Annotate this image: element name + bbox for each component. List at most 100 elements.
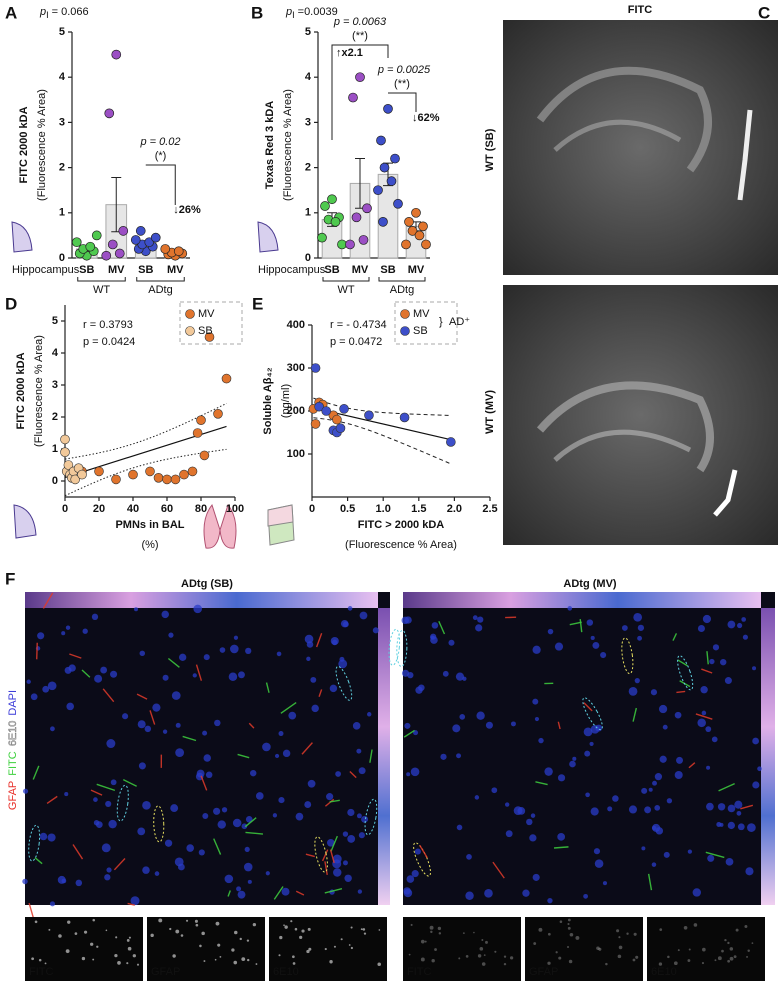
thumbnail-speck xyxy=(547,961,551,965)
dapi-nucleus xyxy=(465,891,474,900)
dapi-nucleus xyxy=(130,896,140,906)
dapi-nucleus xyxy=(91,613,99,621)
data-point xyxy=(70,474,80,485)
y-tick-label: 4 xyxy=(59,71,66,83)
y-tick-label: 2 xyxy=(52,411,58,423)
dapi-nucleus xyxy=(198,849,205,856)
dapi-nucleus xyxy=(513,806,523,816)
thumbnail-speck xyxy=(618,936,621,939)
data-point xyxy=(418,221,428,232)
thumbnail-speck xyxy=(677,949,680,952)
thumbnail-speck xyxy=(735,928,739,932)
thumbnail-speck xyxy=(48,928,51,931)
thumbnail-speck xyxy=(301,929,305,933)
dapi-nucleus xyxy=(342,860,348,866)
dapi-nucleus xyxy=(752,737,759,745)
thumbnail-speck xyxy=(279,935,283,940)
cell-process xyxy=(329,849,335,864)
data-point xyxy=(204,332,215,342)
thumbnail-speck xyxy=(38,958,42,962)
legend-label: MV xyxy=(198,308,215,320)
data-point xyxy=(407,226,418,236)
dapi-nucleus xyxy=(186,844,195,852)
dapi-nucleus xyxy=(278,796,285,804)
group-label: WT xyxy=(93,284,110,296)
data-point xyxy=(358,235,369,245)
dapi-nucleus xyxy=(666,798,673,804)
thumbnail-speck xyxy=(724,938,727,942)
sig-bracket xyxy=(331,44,389,140)
dapi-nucleus xyxy=(192,673,197,678)
vessel-outline xyxy=(28,824,41,862)
dapi-nucleus xyxy=(288,711,297,720)
thumbnail-speck xyxy=(683,925,688,930)
thumbnail-speck xyxy=(284,925,288,929)
cell-process xyxy=(695,713,713,720)
dapi-nucleus xyxy=(170,804,179,813)
dapi-nucleus xyxy=(712,644,720,651)
thumbnail-speck xyxy=(180,934,184,937)
data-point xyxy=(60,447,70,458)
thumbnail-speck xyxy=(618,945,623,950)
dapi-nucleus xyxy=(238,671,245,679)
dapi-nucleus xyxy=(411,870,419,878)
dapi-nucleus xyxy=(326,793,334,801)
y-tick-label: 200 xyxy=(287,405,305,417)
vessel-outline xyxy=(677,655,694,691)
thumbnail-speck xyxy=(231,948,235,952)
thumbnail-speck xyxy=(201,931,205,936)
sig-bracket xyxy=(388,92,417,112)
dapi-nucleus xyxy=(403,888,413,898)
dapi-nucleus xyxy=(700,686,708,694)
thumbnail-speck xyxy=(567,922,570,926)
data-point xyxy=(414,230,425,241)
panel-letter: E xyxy=(252,294,263,313)
cell-process xyxy=(688,762,696,769)
thumbnail-speck xyxy=(503,962,507,966)
legend-marker xyxy=(400,309,410,319)
thumbnail-speck xyxy=(83,930,88,934)
thumbnail-speck xyxy=(278,954,281,957)
stat-subscript: I xyxy=(46,10,49,20)
thumbnail-speck xyxy=(658,962,663,966)
x-axis-label: PMNs in BAL xyxy=(115,519,184,531)
dapi-nucleus xyxy=(42,685,50,693)
cell-process xyxy=(305,853,315,858)
dapi-nucleus xyxy=(22,878,28,885)
stat-subscript: I xyxy=(292,10,295,20)
stat-value: =0.0039 xyxy=(298,6,338,18)
thumbnail-speck xyxy=(714,959,717,962)
micrograph-cells xyxy=(22,592,762,918)
x-tick-label: 1.0 xyxy=(376,503,391,515)
data-point xyxy=(317,232,327,243)
dapi-nucleus xyxy=(554,642,564,651)
dapi-nucleus xyxy=(358,767,366,775)
dapi-nucleus xyxy=(101,843,111,853)
cell-process xyxy=(569,621,582,626)
thumbnail-speck xyxy=(575,935,580,940)
cell-process xyxy=(244,817,257,828)
dapi-nucleus xyxy=(407,671,414,679)
dapi-nucleus xyxy=(193,604,202,614)
dapi-nucleus xyxy=(557,774,566,782)
y-tick-label: 5 xyxy=(305,26,311,38)
x-tick-label: MV xyxy=(108,264,125,276)
cell-process xyxy=(245,831,264,835)
cell-process xyxy=(318,689,323,697)
dapi-nucleus xyxy=(547,628,554,635)
dapi-nucleus xyxy=(307,779,316,788)
dapi-nucleus xyxy=(214,719,221,727)
dapi-nucleus xyxy=(590,724,600,734)
thumbnail-speck xyxy=(169,927,172,931)
thumbnail-speck xyxy=(233,960,238,965)
data-point xyxy=(404,216,414,227)
dapi-nucleus xyxy=(221,807,228,813)
dapi-nucleus xyxy=(110,779,117,786)
dapi-nucleus xyxy=(106,867,112,873)
thumbnail-speck xyxy=(115,936,118,939)
panel-letter: C xyxy=(758,3,770,22)
thumbnail-speck xyxy=(481,962,486,966)
dapi-nucleus xyxy=(306,656,311,662)
dapi-nucleus xyxy=(727,620,736,629)
